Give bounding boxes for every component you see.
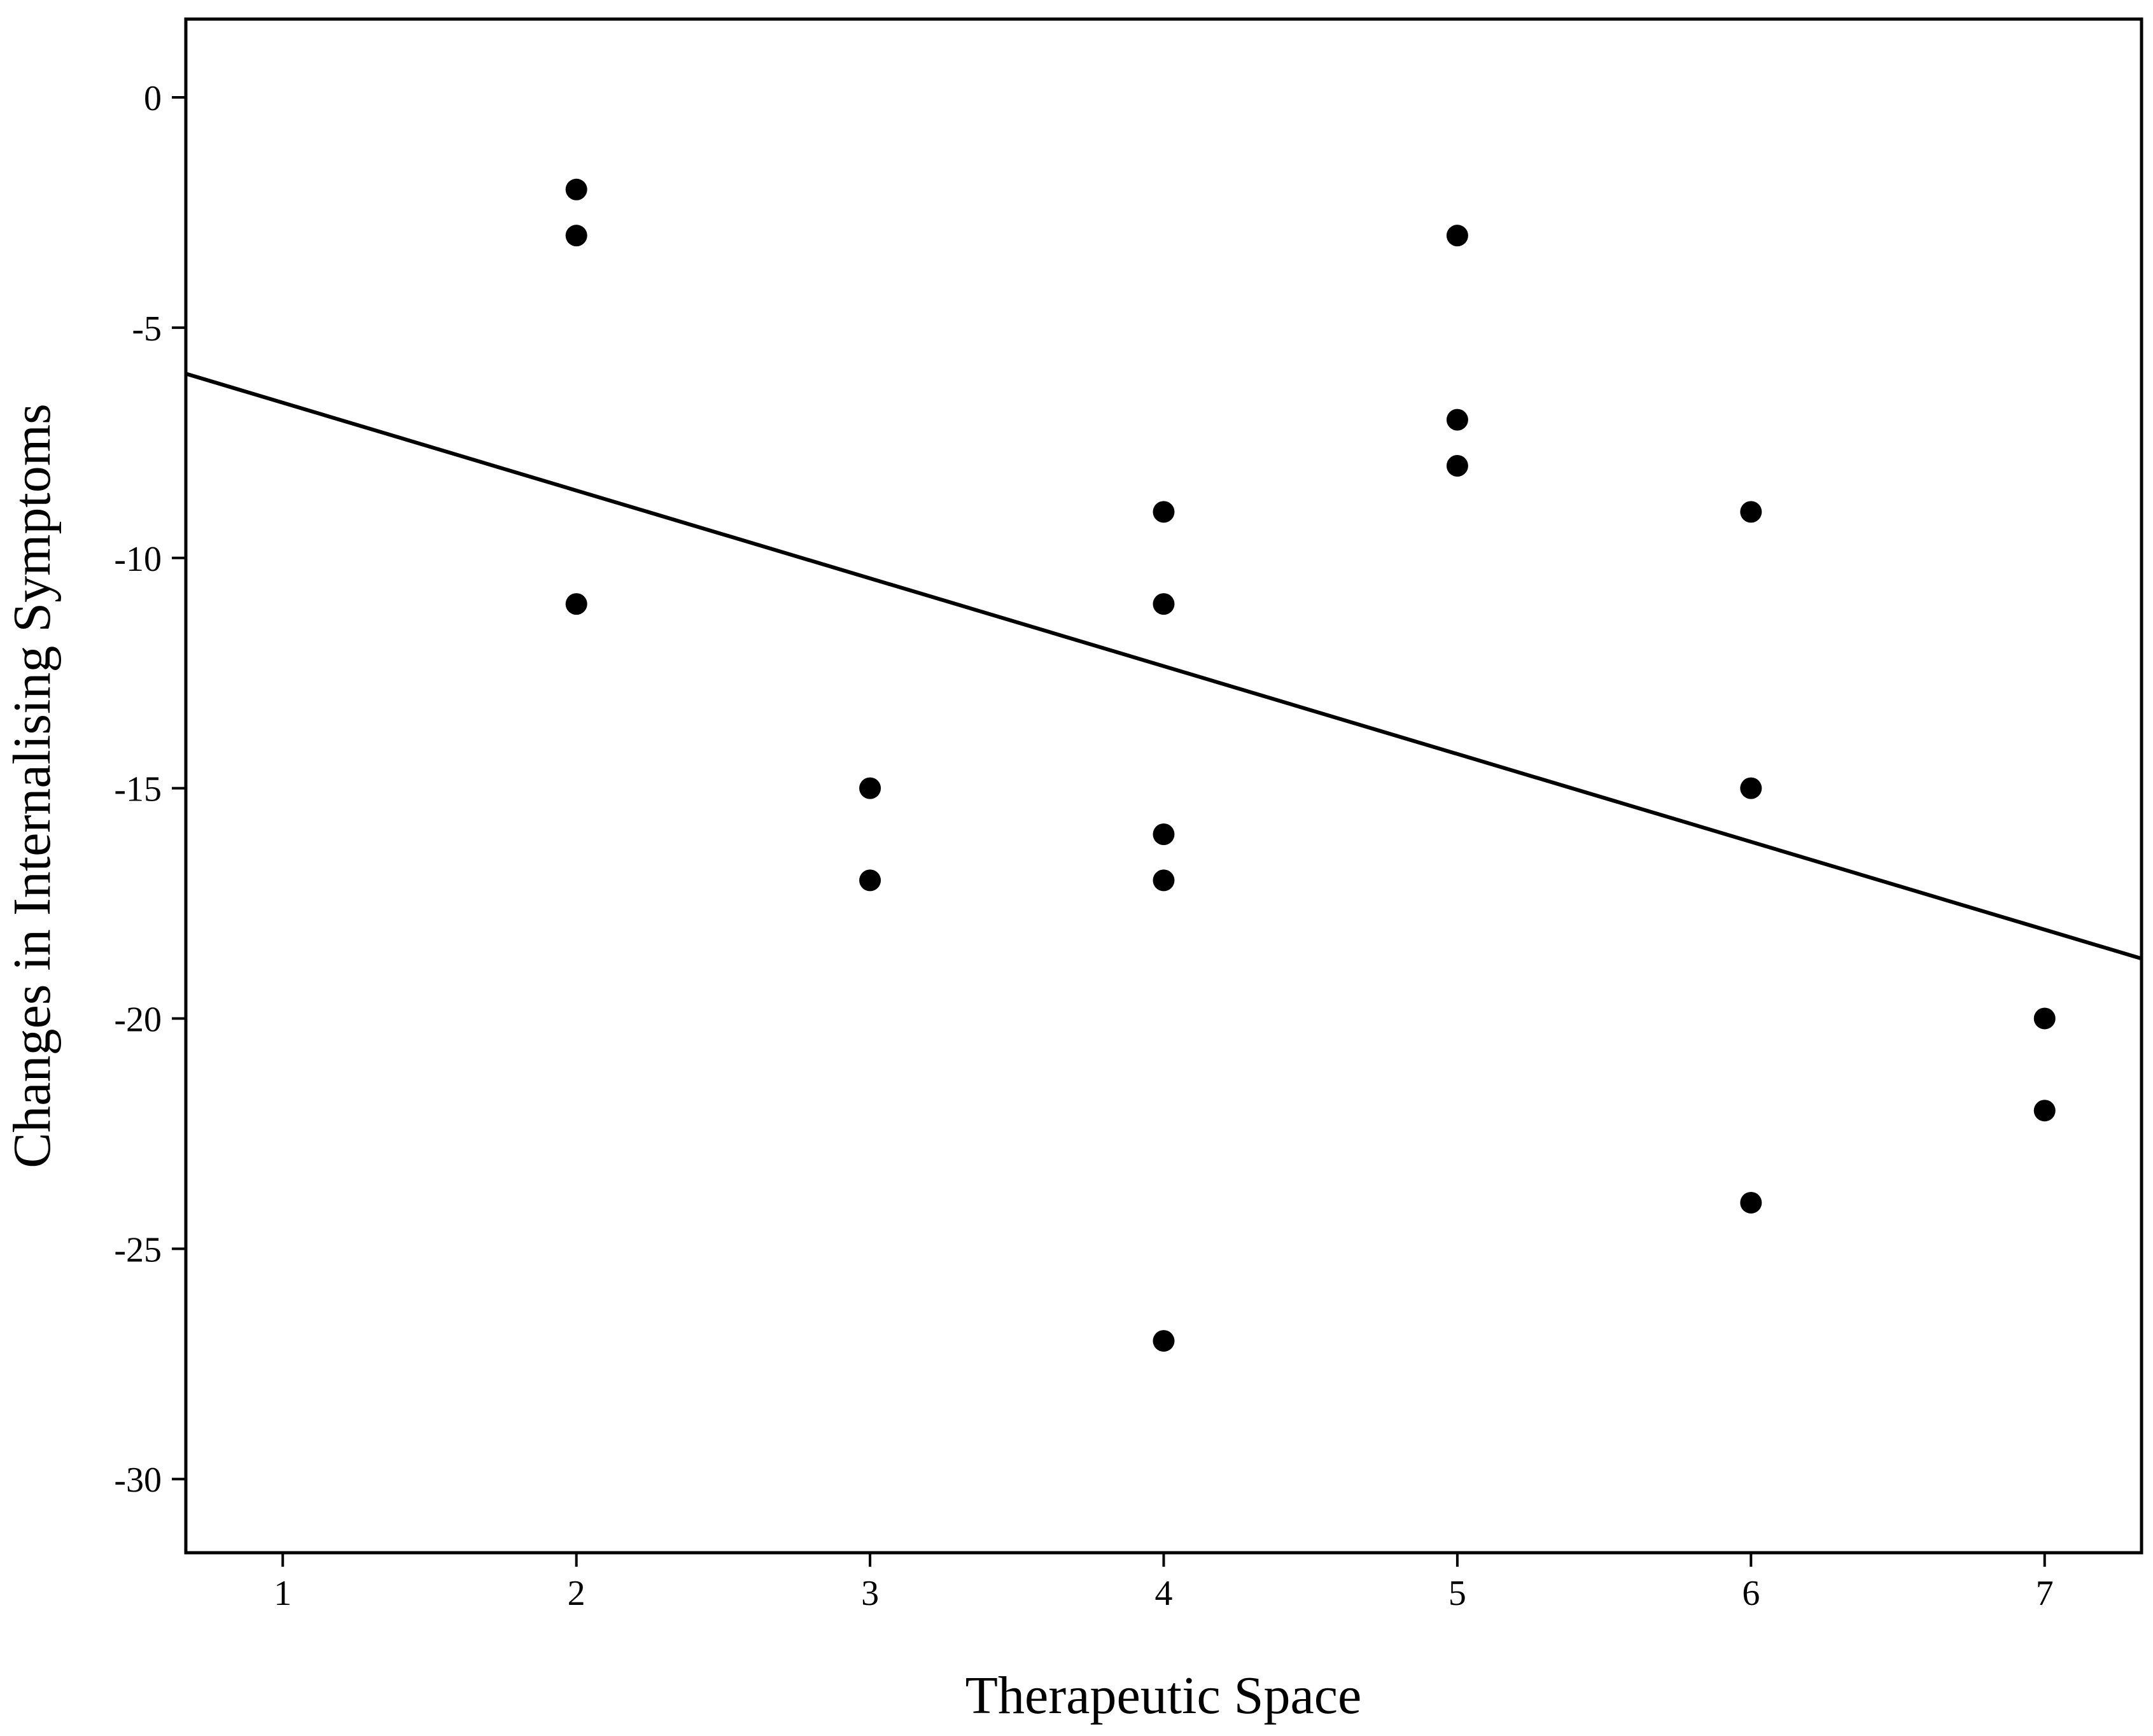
data-point bbox=[1446, 225, 1468, 247]
data-point bbox=[565, 593, 587, 615]
x-tick-label: 1 bbox=[274, 1574, 291, 1613]
data-point bbox=[565, 178, 587, 200]
data-point bbox=[1153, 593, 1175, 615]
regression-line bbox=[185, 372, 2142, 961]
regression-line-layer bbox=[185, 372, 2142, 961]
data-point bbox=[2033, 1007, 2056, 1030]
x-tick-label: 5 bbox=[1448, 1574, 1466, 1613]
data-point bbox=[1153, 501, 1175, 523]
data-point bbox=[1153, 823, 1175, 845]
y-axis-title: Changes in Internalising Symptoms bbox=[3, 403, 62, 1168]
data-points-layer bbox=[565, 178, 2056, 1352]
x-tick-label: 6 bbox=[1742, 1574, 1760, 1613]
y-tick-label: -25 bbox=[114, 1230, 162, 1270]
data-point bbox=[1153, 869, 1175, 892]
data-point bbox=[859, 777, 881, 799]
y-tick-label: -5 bbox=[132, 309, 162, 349]
y-tick-label: -10 bbox=[114, 540, 162, 579]
data-point bbox=[1740, 501, 1762, 523]
data-point bbox=[1153, 1330, 1175, 1352]
x-axis-title: Therapeutic Space bbox=[965, 1666, 1362, 1725]
x-tick-label: 3 bbox=[861, 1574, 879, 1613]
y-tick-label: 0 bbox=[144, 79, 162, 118]
y-axis-ticks: 0 -5 -10 -15 -20 -25 -30 bbox=[114, 79, 186, 1500]
y-tick-label: -20 bbox=[114, 1000, 162, 1039]
data-point bbox=[859, 869, 881, 892]
data-point bbox=[1740, 777, 1762, 799]
data-point bbox=[565, 225, 587, 247]
x-tick-label: 2 bbox=[568, 1574, 586, 1613]
x-tick-label: 4 bbox=[1155, 1574, 1173, 1613]
y-tick-label: -30 bbox=[114, 1460, 162, 1500]
y-tick-label: -15 bbox=[114, 770, 162, 809]
data-point bbox=[2033, 1100, 2056, 1122]
data-point bbox=[1446, 455, 1468, 477]
x-tick-label: 7 bbox=[2036, 1574, 2054, 1613]
data-point bbox=[1446, 409, 1468, 431]
x-axis-ticks: 1 2 3 4 5 6 7 bbox=[274, 1553, 2054, 1613]
data-point bbox=[1740, 1191, 1762, 1214]
